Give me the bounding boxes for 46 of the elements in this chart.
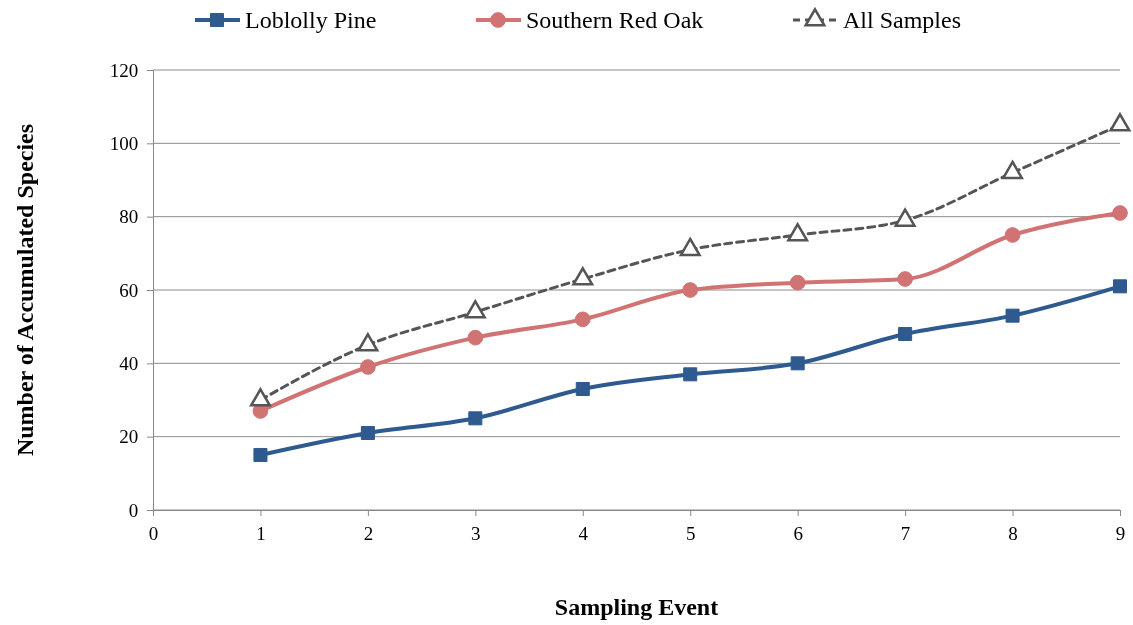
y-axis-title: Number of Accumulated Species (12, 123, 38, 457)
x-tick-label: 2 (363, 522, 374, 544)
point (1002, 160, 1024, 180)
point (898, 326, 913, 342)
point (1004, 227, 1021, 243)
point (679, 237, 701, 257)
point (683, 367, 698, 382)
legend-label: Loblolly Pine (245, 7, 377, 33)
x-tick-label: 3 (471, 522, 481, 544)
point (897, 271, 913, 287)
legend-label: Southern Red Oak (526, 7, 704, 33)
y-tick-label: 120 (109, 59, 139, 81)
x-tick-label: 0 (148, 522, 159, 544)
y-tick-label: 0 (128, 499, 139, 521)
x-tick-label: 1 (256, 522, 266, 544)
point (360, 425, 375, 441)
point (894, 208, 916, 227)
point (790, 356, 805, 371)
x-tick-label: 5 (685, 522, 696, 544)
point (575, 381, 590, 397)
y-tick-label: 20 (119, 426, 139, 448)
point (1005, 308, 1020, 323)
legend-label: All Samples (843, 7, 961, 33)
point (1109, 113, 1131, 132)
point (468, 411, 483, 426)
point (789, 274, 806, 291)
x-tick-label: 6 (793, 522, 803, 544)
x-tick-label: 4 (578, 522, 589, 544)
point (253, 447, 268, 463)
point (682, 282, 699, 298)
point (360, 359, 376, 375)
point (467, 329, 484, 346)
point (464, 300, 486, 319)
x-tick-label: 8 (1008, 522, 1018, 544)
point (1112, 279, 1128, 294)
point (574, 311, 591, 328)
point (572, 267, 594, 286)
x-tick-label: 9 (1115, 522, 1126, 544)
point (787, 223, 809, 242)
y-tick-label: 100 (109, 132, 139, 154)
y-tick-label: 60 (119, 279, 139, 301)
y-tick-label: 80 (119, 206, 139, 228)
x-tick-label: 7 (900, 522, 911, 544)
x-axis-title: Sampling Event (554, 594, 719, 620)
point (1112, 205, 1128, 221)
y-tick-label: 40 (119, 352, 139, 374)
